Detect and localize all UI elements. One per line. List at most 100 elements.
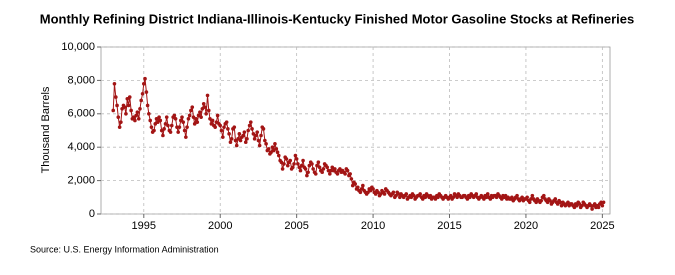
- data-point: [141, 81, 146, 86]
- data-point: [112, 81, 117, 86]
- data-point: [325, 165, 330, 170]
- data-point: [263, 138, 267, 143]
- data-point: [185, 125, 189, 129]
- data-point: [548, 198, 552, 203]
- data-point: [124, 112, 128, 116]
- data-point: [276, 153, 281, 158]
- data-point: [527, 200, 532, 205]
- data-point: [129, 108, 133, 113]
- data-point: [451, 195, 456, 200]
- data-point: [301, 158, 305, 163]
- data-point: [291, 165, 295, 170]
- data-point: [191, 115, 196, 119]
- y-tick-label: 4,000: [67, 141, 95, 153]
- data-point: [601, 200, 606, 205]
- data-point: [284, 157, 289, 161]
- data-point: [182, 128, 187, 133]
- data-point: [222, 125, 226, 129]
- data-point: [335, 172, 340, 176]
- data-point: [153, 122, 158, 126]
- data-point: [117, 125, 122, 129]
- data-point: [343, 172, 347, 176]
- data-point: [282, 162, 286, 166]
- data-point: [328, 172, 332, 176]
- x-tick-label: 2000: [208, 220, 232, 232]
- data-point: [204, 112, 208, 116]
- data-point: [345, 168, 350, 173]
- data-point: [542, 193, 546, 198]
- x-tick-label: 2020: [514, 220, 538, 232]
- data-point: [180, 115, 184, 119]
- source-note: Source: U.S. Energy Information Administ…: [30, 244, 219, 254]
- data-point: [144, 90, 149, 94]
- y-tick-label: 10,000: [61, 41, 95, 53]
- data-point: [296, 162, 300, 166]
- data-point: [266, 147, 271, 151]
- data-point: [210, 118, 215, 123]
- data-point: [303, 167, 308, 171]
- data-point: [157, 115, 161, 119]
- data-point: [111, 108, 116, 113]
- data-point: [256, 138, 261, 143]
- data-point: [530, 193, 535, 198]
- data-point: [292, 162, 296, 166]
- data-point: [261, 127, 266, 131]
- data-point: [371, 187, 375, 191]
- data-point: [326, 168, 331, 173]
- data-point: [359, 187, 364, 191]
- data-point: [474, 192, 479, 196]
- data-point: [559, 203, 564, 208]
- data-point: [135, 110, 140, 114]
- data-point: [448, 193, 453, 198]
- data-point: [206, 108, 211, 113]
- data-point: [525, 195, 529, 200]
- data-point: [199, 115, 203, 119]
- data-point: [246, 128, 250, 133]
- data-point: [590, 207, 594, 211]
- data-point: [203, 105, 207, 109]
- data-point: [279, 160, 284, 165]
- data-point: [321, 167, 326, 171]
- data-point: [198, 110, 202, 114]
- data-point: [254, 133, 258, 138]
- data-point: [245, 137, 249, 141]
- data-point: [418, 192, 422, 196]
- data-point: [145, 103, 150, 108]
- x-tick-label: 2025: [590, 220, 614, 232]
- data-point: [271, 148, 276, 153]
- data-point: [515, 193, 519, 198]
- data-point: [186, 117, 191, 121]
- data-point: [241, 133, 245, 138]
- x-tick-label: 2015: [437, 220, 461, 232]
- data-point: [494, 195, 499, 200]
- data-point: [436, 195, 440, 200]
- data-point: [382, 192, 387, 196]
- data-point: [255, 130, 260, 134]
- data-point: [166, 123, 170, 128]
- data-point: [315, 163, 319, 168]
- data-point: [305, 173, 309, 178]
- data-point: [539, 198, 544, 203]
- data-point: [358, 190, 363, 195]
- data-point: [208, 117, 212, 121]
- data-point: [298, 168, 303, 173]
- data-point: [329, 168, 333, 173]
- data-point: [226, 127, 230, 131]
- data-point: [238, 138, 243, 143]
- data-point: [173, 117, 178, 121]
- x-tick-label: 2010: [361, 220, 385, 232]
- data-point: [274, 147, 279, 151]
- data-point: [221, 135, 225, 139]
- data-point: [181, 120, 186, 124]
- data-point: [169, 123, 174, 128]
- data-point: [131, 115, 136, 119]
- data-point: [420, 197, 425, 201]
- data-point: [294, 157, 299, 161]
- data-point: [368, 188, 373, 193]
- data-point: [242, 130, 247, 134]
- data-point: [409, 195, 414, 200]
- data-point: [140, 91, 145, 96]
- data-point: [316, 160, 321, 165]
- data-point: [485, 192, 490, 196]
- data-point: [355, 185, 360, 190]
